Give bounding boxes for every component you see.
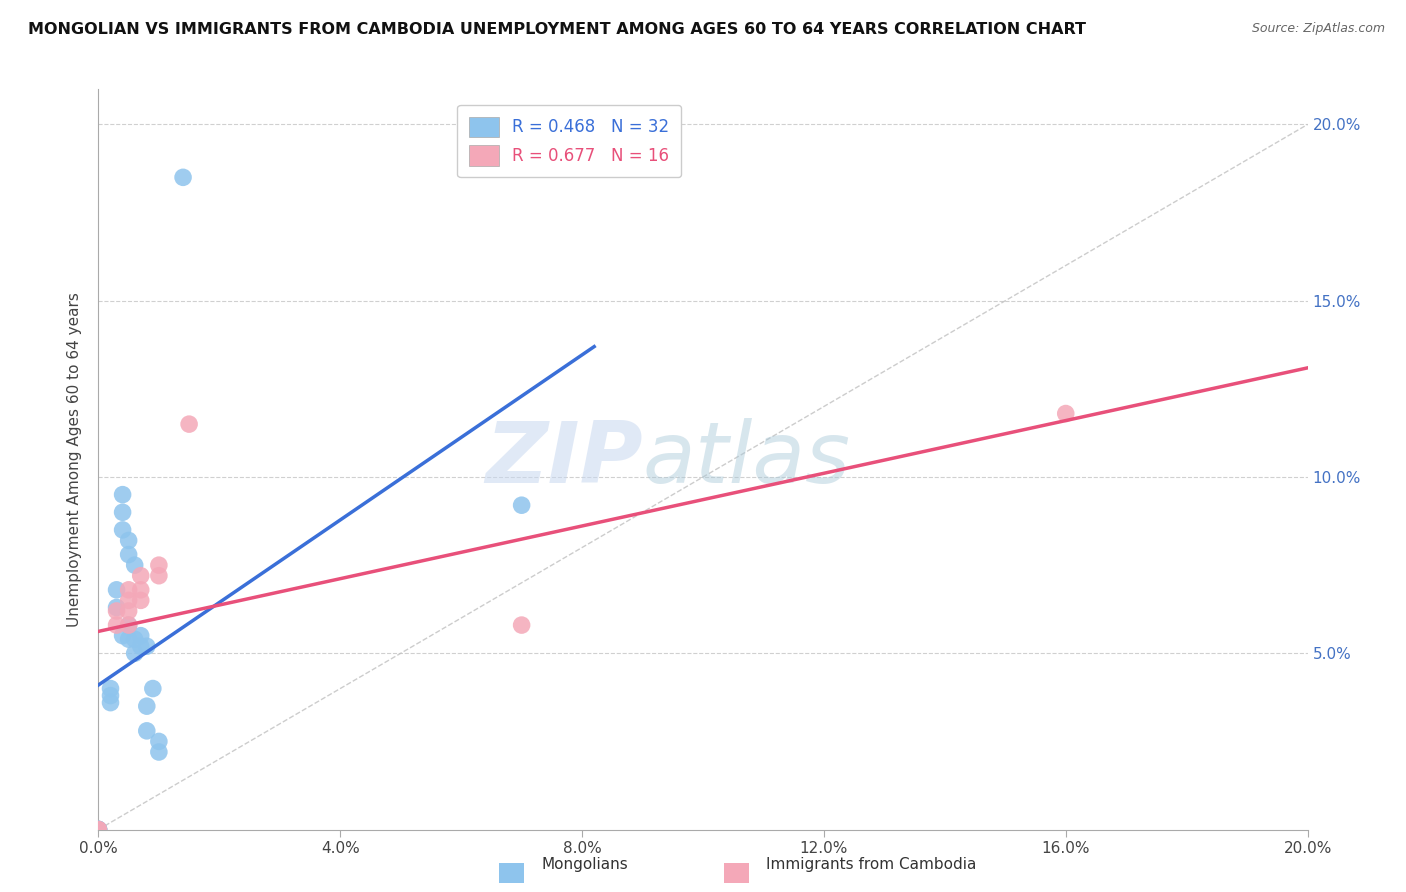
Point	[105, 600, 128, 615]
Point	[87, 822, 110, 837]
Point	[111, 523, 134, 537]
Point	[124, 646, 146, 660]
Point	[124, 558, 146, 573]
Point	[118, 533, 141, 548]
Point	[100, 689, 122, 703]
Point	[100, 696, 122, 710]
Point	[118, 582, 141, 597]
Point	[135, 723, 157, 738]
Text: ZIP: ZIP	[485, 417, 643, 501]
Text: Mongolians: Mongolians	[541, 857, 628, 872]
Point	[87, 822, 110, 837]
Point	[510, 618, 533, 632]
Point	[105, 604, 128, 618]
Point	[118, 548, 141, 562]
Point	[148, 734, 170, 748]
Point	[105, 582, 128, 597]
Point	[87, 822, 110, 837]
Point	[118, 632, 141, 647]
Point	[118, 604, 141, 618]
Point	[148, 745, 170, 759]
Point	[87, 822, 110, 837]
Point	[135, 639, 157, 653]
Point	[129, 582, 152, 597]
Point	[118, 593, 141, 607]
Point	[1054, 407, 1077, 421]
Point	[87, 822, 110, 837]
Point	[87, 822, 110, 837]
Point	[118, 618, 141, 632]
Point	[172, 170, 194, 185]
Point	[87, 822, 110, 837]
Point	[87, 822, 110, 837]
Y-axis label: Unemployment Among Ages 60 to 64 years: Unemployment Among Ages 60 to 64 years	[67, 292, 83, 627]
Point	[111, 629, 134, 643]
Legend: R = 0.468   N = 32, R = 0.677   N = 16: R = 0.468 N = 32, R = 0.677 N = 16	[457, 105, 681, 178]
Point	[129, 568, 152, 582]
Point	[179, 417, 201, 431]
Point	[129, 593, 152, 607]
Point	[135, 699, 157, 714]
Point	[105, 618, 128, 632]
Text: Source: ZipAtlas.com: Source: ZipAtlas.com	[1251, 22, 1385, 36]
Text: atlas: atlas	[643, 417, 851, 501]
Point	[148, 568, 170, 582]
Point	[129, 639, 152, 653]
Point	[111, 488, 134, 502]
Point	[142, 681, 165, 696]
Point	[129, 629, 152, 643]
Point	[510, 498, 533, 512]
Point	[87, 822, 110, 837]
Point	[118, 618, 141, 632]
Point	[111, 505, 134, 519]
Point	[100, 681, 122, 696]
Text: Immigrants from Cambodia: Immigrants from Cambodia	[766, 857, 977, 872]
Text: MONGOLIAN VS IMMIGRANTS FROM CAMBODIA UNEMPLOYMENT AMONG AGES 60 TO 64 YEARS COR: MONGOLIAN VS IMMIGRANTS FROM CAMBODIA UN…	[28, 22, 1085, 37]
Point	[124, 632, 146, 647]
Point	[148, 558, 170, 573]
